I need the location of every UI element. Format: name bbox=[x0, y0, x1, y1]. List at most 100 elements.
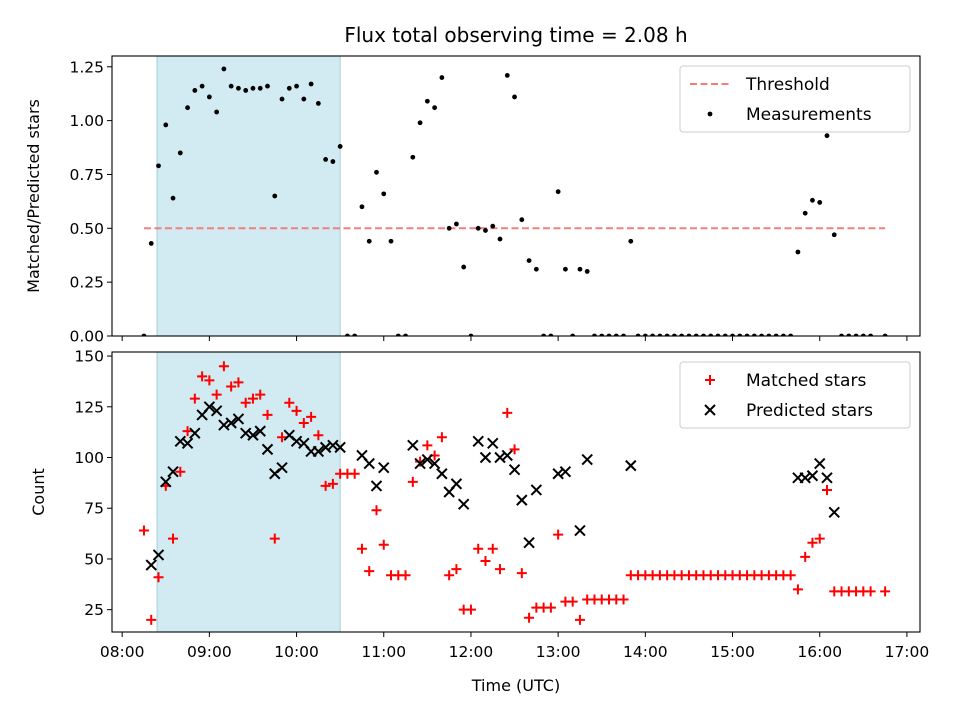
series-predicted-stars bbox=[145, 401, 840, 571]
matched-star-point bbox=[407, 476, 418, 487]
y-tick-label: 0.50 bbox=[69, 220, 104, 238]
measurement-point bbox=[504, 72, 510, 78]
measurement-point bbox=[272, 193, 278, 199]
predicted-star-point bbox=[239, 427, 252, 439]
measurement-point bbox=[606, 333, 612, 336]
matched-star-point bbox=[240, 397, 251, 408]
bottom-panel: 25 50 75 100 125 150 08:00 09:00 10:00 11:00 12:00… bbox=[74, 348, 929, 661]
predicted-star-point bbox=[378, 461, 390, 474]
predicted-star-point bbox=[319, 441, 332, 454]
matched-star-point bbox=[233, 377, 244, 388]
predicted-star-point bbox=[828, 506, 840, 518]
matched-star-point bbox=[247, 393, 258, 404]
measurement-point bbox=[780, 333, 786, 336]
matched-star-point bbox=[574, 614, 585, 625]
measurement-point bbox=[664, 333, 670, 336]
measurement-point bbox=[737, 333, 743, 336]
predicted-star-point bbox=[523, 537, 535, 549]
measurement-point bbox=[221, 66, 227, 72]
measurement-point bbox=[512, 94, 517, 100]
matched-star-point bbox=[480, 555, 491, 566]
matched-star-point bbox=[291, 405, 302, 416]
measurement-point bbox=[860, 333, 866, 336]
x-tick-label: 10:00 bbox=[274, 643, 319, 661]
series-matched-stars bbox=[138, 361, 891, 625]
measurement-point bbox=[228, 83, 234, 89]
measurement-point bbox=[424, 98, 430, 104]
y-tick-label: 0.25 bbox=[69, 274, 104, 292]
matched-star-point bbox=[313, 430, 324, 441]
matched-star-point bbox=[465, 604, 476, 615]
measurement-point bbox=[730, 333, 735, 336]
predicted-star-point bbox=[370, 480, 383, 492]
predicted-star-point bbox=[414, 457, 426, 470]
top-y-axis-label: Matched/Predicted stars bbox=[24, 99, 43, 293]
matched-star-point bbox=[327, 478, 338, 489]
measurement-point bbox=[206, 94, 212, 100]
measurement-point bbox=[446, 225, 452, 231]
matched-star-point bbox=[320, 480, 331, 491]
matched-star-point bbox=[473, 543, 484, 554]
measurement-point bbox=[497, 236, 503, 242]
measurement-point bbox=[766, 333, 772, 336]
measurement-point bbox=[475, 225, 481, 231]
matched-star-point bbox=[204, 375, 215, 386]
x-tick-label: 15:00 bbox=[710, 643, 755, 661]
matched-star-point bbox=[277, 432, 288, 443]
measurement-point bbox=[323, 156, 329, 162]
chart-title: Flux total observing time = 2.08 h bbox=[344, 23, 687, 47]
measurement-point bbox=[802, 210, 808, 216]
x-tick-label: 13:00 bbox=[536, 643, 581, 661]
matched-star-point bbox=[182, 426, 193, 437]
matched-star-point bbox=[524, 612, 535, 623]
measurement-point bbox=[192, 88, 198, 93]
predicted-star-point bbox=[203, 401, 216, 413]
y-tick-label: 75 bbox=[84, 500, 104, 518]
predicted-star-point bbox=[479, 451, 492, 464]
x-tick-label: 17:00 bbox=[885, 643, 930, 661]
matched-star-point bbox=[880, 586, 891, 597]
measurement-point bbox=[584, 268, 590, 274]
matched-star-point bbox=[284, 397, 295, 408]
measurement-point bbox=[621, 333, 626, 336]
measurement-point bbox=[483, 228, 488, 233]
predicted-star-point bbox=[806, 470, 819, 482]
x-tick-label: 12:00 bbox=[449, 643, 494, 661]
axes-frame bbox=[111, 55, 921, 337]
measurement-point bbox=[577, 266, 583, 272]
matched-star-point bbox=[298, 418, 309, 429]
legend-label: Measurements bbox=[746, 105, 872, 125]
plot-area bbox=[141, 66, 888, 336]
predicted-star-point bbox=[516, 494, 528, 506]
matched-star-point bbox=[567, 596, 578, 607]
y-tick-label: 0.75 bbox=[69, 166, 104, 184]
matched-star-point bbox=[516, 568, 527, 579]
measurement-point bbox=[548, 333, 554, 336]
measurement-point bbox=[744, 333, 750, 336]
plot-area bbox=[138, 361, 891, 625]
matched-star-point bbox=[356, 543, 367, 554]
predicted-star-point bbox=[225, 417, 237, 429]
measurement-point bbox=[374, 169, 379, 175]
measurement-point bbox=[410, 154, 416, 160]
measurement-point bbox=[722, 333, 728, 336]
measurement-point bbox=[868, 333, 873, 336]
x-axis-label: Time (UTC) bbox=[471, 676, 560, 695]
measurement-point bbox=[468, 333, 474, 336]
measurement-point bbox=[199, 83, 205, 89]
predicted-star-point bbox=[145, 559, 157, 571]
measurement-point bbox=[541, 333, 547, 336]
measurement-point bbox=[628, 238, 634, 244]
matched-star-point bbox=[422, 440, 433, 451]
legend: Matched stars Predicted stars bbox=[679, 361, 911, 429]
predicted-star-point bbox=[552, 468, 564, 480]
y-tick-label: 50 bbox=[84, 550, 104, 568]
measurement-point bbox=[243, 88, 249, 93]
matched-star-point bbox=[553, 529, 564, 540]
measurement-point bbox=[395, 333, 401, 336]
measurement-point bbox=[301, 96, 307, 102]
measurement-point bbox=[657, 333, 663, 336]
predicted-star-point bbox=[174, 435, 187, 447]
matched-star-point bbox=[545, 602, 556, 613]
